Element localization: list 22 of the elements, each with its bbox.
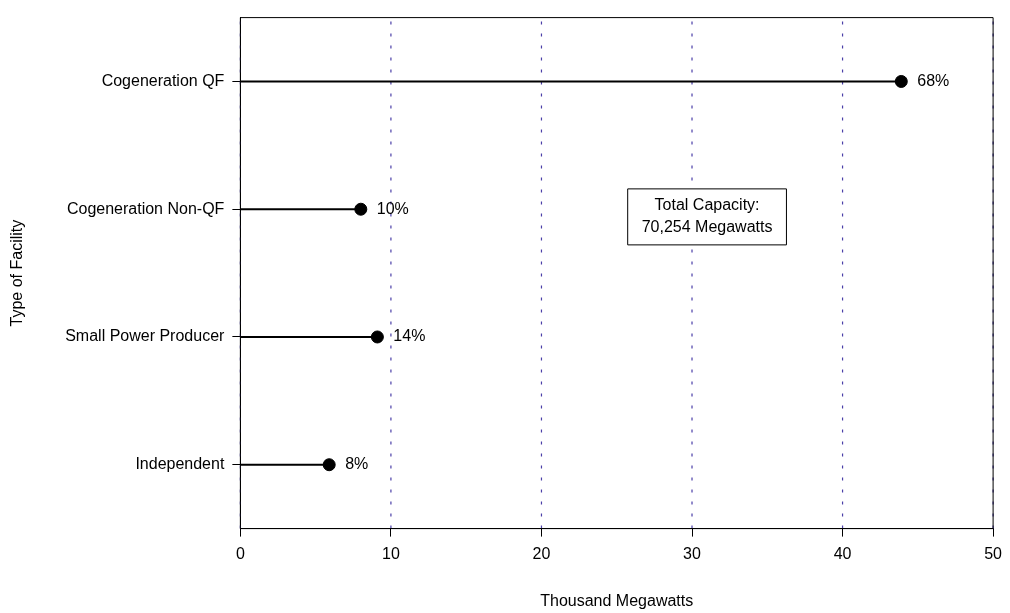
x-tick-label: 40	[833, 544, 852, 562]
x-tick-label: 0	[235, 544, 245, 562]
x-tick-label: 10	[382, 544, 400, 562]
annotation: 68%	[917, 71, 950, 89]
x-tick-label: 30	[683, 544, 702, 562]
annotation: 10%	[376, 199, 409, 217]
y-tick-label: Cogeneration Non-QF	[66, 199, 225, 217]
annotation: 8%	[345, 455, 369, 473]
x-tick-label: 50	[984, 544, 1003, 562]
x-axis-title: Thousand Megawatts	[540, 591, 694, 609]
x-tick-label: 20	[532, 544, 551, 562]
point	[354, 202, 368, 216]
point	[322, 458, 336, 472]
y-tick-label: Independent	[135, 455, 225, 473]
annotation: 70,254 Megawatts	[641, 218, 773, 236]
annotation: Total Capacity:	[654, 196, 760, 214]
point	[370, 330, 384, 344]
annotation: 14%	[393, 327, 426, 345]
y-axis-title: Type of Facility	[8, 219, 26, 327]
y-tick-label: Small Power Producer	[65, 327, 226, 345]
y-tick-label: Cogeneration QF	[101, 71, 225, 89]
point	[894, 74, 908, 88]
